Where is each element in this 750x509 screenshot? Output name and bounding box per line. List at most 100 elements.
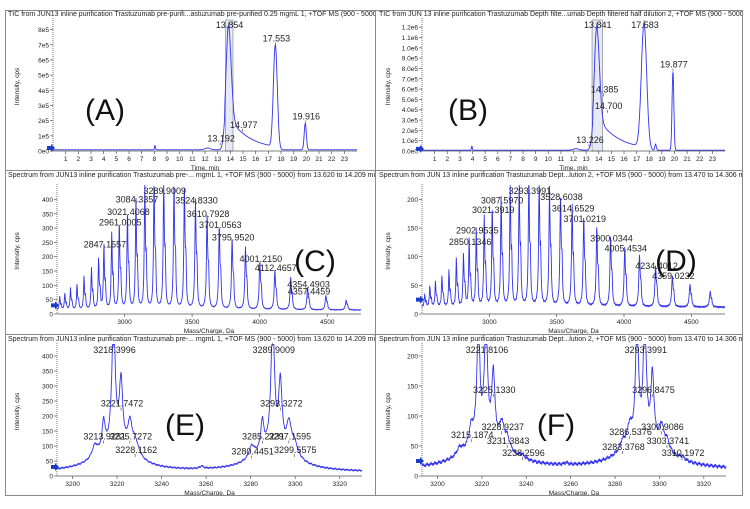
x-tick-label: 4000 (617, 319, 632, 326)
spectrum-trace (421, 22, 726, 151)
spectrum-trace (56, 185, 362, 311)
y-tick-label: 250 (42, 240, 53, 247)
panel-label: (D) (655, 245, 697, 278)
panel-label: (E) (165, 409, 205, 442)
y-tick-label: 200 (42, 254, 53, 261)
peak-label: 3289.9009 (143, 186, 186, 196)
threshold-arrow-icon[interactable] (51, 463, 59, 471)
y-axis-label: Intensity, cps (385, 232, 392, 270)
x-tick-label: 18 (277, 156, 285, 163)
peak-label: 3296.8475 (632, 385, 675, 395)
threshold-arrow-icon[interactable] (416, 144, 424, 153)
x-tick-label: 5 (483, 156, 487, 163)
peak-label: 2847.1557 (84, 239, 127, 249)
x-tick-label: 3500 (549, 319, 564, 326)
x-tick-label: 3300 (652, 481, 667, 488)
x-tick-label: 14 (595, 156, 603, 163)
peak-label: 3285.2231 (242, 432, 285, 442)
y-tick-label: 5e5 (38, 73, 49, 80)
x-tick-label: 8 (153, 156, 157, 163)
x-tick-label: 12 (201, 156, 209, 163)
y-tick-label: 8e5 (38, 27, 49, 34)
y-tick-label: 0 (49, 474, 53, 481)
chart-panel-d: Spectrum from JUN 13 inline purification… (376, 171, 743, 335)
peak-label: 3795.9520 (212, 232, 255, 242)
peak-label: 13.192 (207, 133, 235, 143)
chart-panel-e: Spectrum from JUN13 inline purification … (5, 335, 376, 496)
y-tick-label: 150 (407, 384, 418, 391)
threshold-arrow-icon[interactable] (51, 301, 59, 310)
x-axis-label: Time, min (559, 165, 588, 171)
threshold-arrow-icon[interactable] (416, 295, 424, 304)
peak-label: 3701.0563 (199, 220, 242, 230)
y-tick-label: 8.0e5 (402, 66, 419, 73)
x-axis-label: Mass/Charge, Da (549, 490, 600, 496)
chart-panel-f: Spectrum from JUN 13 inline purification… (376, 335, 743, 496)
x-tick-label: 3240 (519, 481, 534, 488)
y-axis-label: Intensity, cps (385, 392, 392, 430)
x-tick-label: 3320 (697, 481, 712, 488)
peak-label: 3283.3768 (602, 442, 645, 452)
x-tick-label: 1 (64, 156, 68, 163)
y-tick-label: 100 (42, 283, 53, 290)
x-tick-label: 17 (265, 156, 273, 163)
x-tick-label: 3500 (185, 319, 200, 326)
peak-label: 3221.7472 (101, 399, 144, 409)
chart-svg: 0 50 100 150 200 250 300 350 400 3200 3220 3240 3260… (14, 343, 363, 496)
y-tick-label: 2.0e5 (402, 128, 419, 135)
y-tick-label: 100 (407, 254, 418, 261)
chart-panel-c: Spectrum from JUN13 inline purification … (5, 171, 376, 335)
chart-title: Spectrum from JUN 13 inline purification… (379, 336, 743, 343)
threshold-arrow-icon[interactable] (416, 457, 424, 465)
chart-title: Spectrum from JUN 13 inline purification… (379, 172, 743, 179)
x-tick-label: 9 (165, 156, 169, 163)
y-tick-label: 4e5 (38, 88, 49, 95)
y-tick-label: 150 (407, 226, 418, 233)
y-tick-label: 300 (42, 384, 53, 391)
peak-label: 3297.1595 (269, 432, 312, 442)
x-tick-label: 23 (341, 156, 349, 163)
x-tick-label: 13 (583, 156, 591, 163)
x-tick-label: 19 (658, 156, 666, 163)
peak-label: 3524.8330 (175, 196, 218, 206)
panel-label: (F) (537, 409, 575, 442)
peak-label: 17.583 (631, 20, 659, 30)
x-tick-label: 12 (570, 156, 578, 163)
peak-label: 3225.1330 (473, 385, 516, 395)
x-tick-label: 3 (458, 156, 462, 163)
y-tick-label: 3.0e5 (402, 118, 419, 125)
panel-label: (A) (85, 94, 125, 127)
x-tick-label: 10 (545, 156, 553, 163)
peak-label: 3614.6529 (552, 204, 595, 214)
y-tick-label: 150 (42, 429, 53, 436)
peak-label: 4354.4903 (287, 280, 330, 290)
y-tick-label: 400 (42, 197, 53, 204)
x-tick-label: 23 (709, 156, 717, 163)
x-axis-label: Mass/Charge, Da (184, 328, 235, 335)
peak-label: 3218.3996 (93, 345, 136, 355)
threshold-arrow-icon[interactable] (47, 143, 55, 152)
peak-label: 19.877 (660, 60, 688, 70)
y-tick-label: 6e5 (38, 57, 49, 64)
x-tick-label: 10 (176, 156, 184, 163)
x-tick-label: 19 (290, 156, 298, 163)
x-tick-label: 15 (608, 156, 616, 163)
x-tick-label: 3000 (117, 319, 132, 326)
y-tick-label: 6.0e5 (402, 87, 419, 94)
x-tick-label: 11 (189, 156, 196, 163)
y-axis-label: Intensity, cps (385, 67, 392, 105)
y-tick-label: 1.1e6 (402, 35, 419, 42)
chart-title: Spectrum from JUN13 inline purification … (8, 336, 376, 343)
x-tick-label: 2 (445, 156, 449, 163)
x-tick-label: 4500 (684, 319, 699, 326)
y-tick-label: 3e5 (38, 103, 49, 110)
peak-label: 3528.6038 (540, 192, 583, 202)
y-tick-label: 1e5 (38, 133, 49, 140)
peak-label: 3310.1972 (662, 448, 705, 458)
y-tick-label: 350 (42, 369, 53, 376)
spectrum-trace (421, 343, 727, 470)
x-axis-label: Mass/Charge, Da (184, 490, 235, 496)
y-tick-label: 400 (42, 354, 53, 361)
x-tick-label: 22 (328, 156, 336, 163)
x-tick-label: 15 (239, 156, 247, 163)
